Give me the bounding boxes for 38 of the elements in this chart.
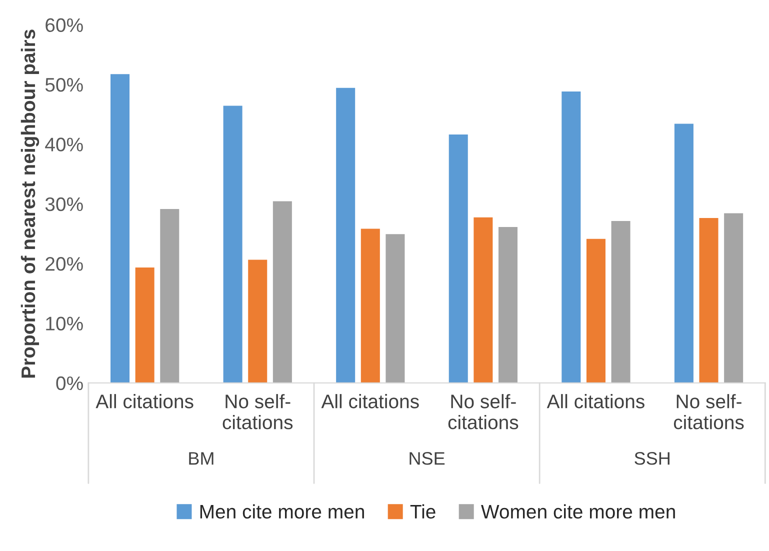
y-tick-label: 20% (46, 257, 83, 271)
bar (610, 220, 632, 383)
x-tick-label: All citations (96, 394, 194, 408)
legend-label: Women cite more men (481, 504, 675, 519)
y-axis-title: Proportion of nearest neighbour pairs (20, 30, 40, 378)
y-tick-label: 0% (56, 376, 83, 390)
text: NSE (410, 452, 445, 465)
y-tick-label: 60% (46, 18, 83, 32)
bar (335, 87, 356, 383)
bar (360, 228, 381, 383)
bar (560, 90, 582, 383)
bar (586, 238, 606, 383)
bar (159, 208, 180, 383)
bar (448, 134, 469, 383)
bar (222, 104, 244, 383)
bar (247, 258, 268, 383)
x-tick-label: All citations (321, 394, 419, 408)
bar (498, 226, 518, 383)
legend-label: Tie (410, 504, 436, 519)
bar (674, 122, 694, 383)
x-tick-label: All citations (546, 394, 644, 408)
y-tick-label: 30% (45, 197, 83, 212)
x-tick-label: No self- citations (674, 394, 744, 430)
bar (384, 233, 406, 383)
bar (272, 200, 293, 383)
y-tick-label: 40% (45, 138, 83, 152)
legend-label: Men cite more men (200, 504, 364, 519)
bar (134, 266, 156, 383)
bar (698, 217, 720, 383)
text: SSH (634, 452, 670, 465)
text: BM (189, 452, 214, 465)
bar (723, 212, 744, 383)
x-tick-label: No self- citations (448, 394, 518, 430)
y-tick-label: 50% (45, 78, 83, 92)
bar (472, 216, 494, 383)
y-tick-label: 10% (46, 316, 83, 330)
bar (110, 73, 130, 383)
x-tick-label: No self- citations (222, 394, 293, 430)
